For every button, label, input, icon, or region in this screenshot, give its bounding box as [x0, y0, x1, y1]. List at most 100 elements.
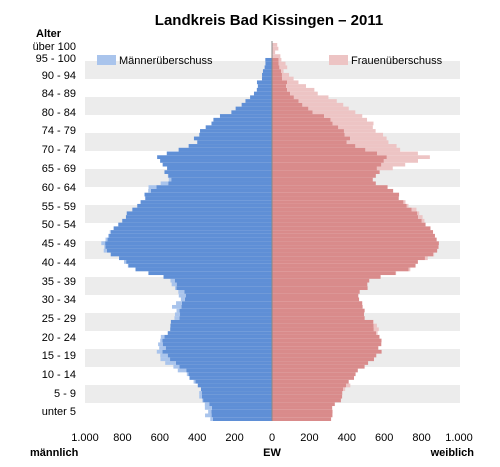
bar-female [272, 297, 360, 302]
bar-female [272, 188, 394, 193]
bar-male [195, 379, 272, 384]
bar-female-excess [373, 319, 374, 324]
bar-male [188, 372, 272, 377]
bar-female [272, 140, 347, 145]
bar-female-excess [421, 218, 425, 223]
bar-female [272, 301, 363, 305]
bar-female-excess [408, 267, 411, 272]
bar-female [272, 129, 344, 133]
bar-female [272, 260, 418, 264]
bar-male [213, 117, 272, 122]
bar-female [272, 166, 377, 171]
bar-male [170, 327, 272, 332]
bar-female [272, 200, 404, 204]
bar-male [219, 114, 272, 118]
bar-female-excess [403, 200, 406, 204]
bar-male-excess [168, 177, 172, 182]
bar-female [272, 368, 358, 373]
bar-male-excess [186, 372, 189, 377]
bar-female [272, 308, 365, 313]
bar-female-excess [281, 69, 284, 73]
bar-male [105, 241, 272, 246]
bar-male [166, 151, 272, 156]
bar-female [272, 196, 399, 201]
bar-male-excess [109, 230, 111, 234]
bar-female [272, 278, 370, 283]
bar-female-excess [278, 61, 286, 66]
bar-female-excess [332, 121, 374, 126]
bar-female-excess [373, 323, 377, 328]
bar-male-excess [205, 413, 212, 418]
bar-male [179, 364, 272, 369]
bar-female [272, 87, 288, 92]
bar-male [157, 155, 272, 160]
y-tick-label: 70 - 74 [42, 144, 76, 156]
bar-male [181, 304, 272, 309]
bar-male [168, 181, 272, 186]
bar-male [201, 391, 272, 395]
bar-female [272, 248, 438, 253]
bar-female [272, 338, 382, 343]
bar-male [186, 368, 272, 373]
bar-male-excess [180, 297, 185, 302]
bar-male-excess [175, 286, 177, 291]
bar-female [272, 334, 380, 339]
bar-female-excess [293, 95, 329, 100]
bar-male-excess [178, 293, 186, 298]
bar-female-excess [346, 140, 389, 145]
bar-male [253, 91, 272, 96]
bar-female-excess [308, 106, 349, 111]
bar-male [185, 293, 272, 298]
bar-female [272, 151, 378, 156]
legend-label-male-excess: Männerüberschuss [119, 55, 213, 67]
bar-male-excess [160, 353, 168, 358]
bar-male-excess [204, 406, 212, 410]
bar-female-excess [344, 132, 384, 137]
bar-male [150, 188, 272, 193]
bar-female [272, 319, 374, 324]
bar-female-excess [376, 331, 378, 335]
bar-male [179, 316, 272, 320]
bar-male [265, 61, 272, 66]
bar-female-excess [279, 65, 288, 70]
bar-male [245, 99, 272, 103]
y-axis-label: Alter [36, 28, 62, 40]
bar-male [148, 271, 272, 276]
y-tick-label: 84 - 89 [42, 88, 76, 100]
bar-male-excess [202, 398, 204, 403]
bar-male-excess [176, 301, 182, 305]
bar-female-excess [282, 76, 294, 81]
bar-male-excess [210, 417, 213, 421]
bar-male-excess [208, 409, 212, 414]
bar-female-excess [286, 84, 306, 88]
bar-male-excess [171, 282, 177, 287]
bar-male-excess [159, 346, 166, 350]
bar-female [272, 312, 364, 317]
bar-female [272, 323, 374, 328]
bar-male-excess [160, 338, 163, 343]
bar-male-excess [105, 237, 108, 242]
bar-male [235, 106, 272, 111]
bar-female [272, 304, 363, 309]
bar-male [110, 252, 272, 257]
bar-female [272, 402, 335, 407]
bar-male [135, 267, 272, 272]
bar-female [272, 99, 299, 103]
bar-male [167, 166, 272, 171]
bar-female [272, 181, 376, 186]
bar-female [272, 80, 288, 85]
bar-male-excess [189, 376, 190, 380]
x-tick-label: 200 [225, 432, 243, 444]
bar-male [126, 211, 272, 216]
bar-female-excess [281, 72, 290, 77]
bar-male [156, 185, 272, 189]
bar-female [272, 230, 434, 234]
bar-female [272, 69, 282, 73]
bar-male [175, 361, 272, 365]
bar-female [272, 364, 365, 369]
bar-female-excess [287, 80, 299, 85]
bar-female [272, 342, 382, 347]
bar-male [200, 387, 272, 392]
bar-male-excess [158, 342, 163, 347]
